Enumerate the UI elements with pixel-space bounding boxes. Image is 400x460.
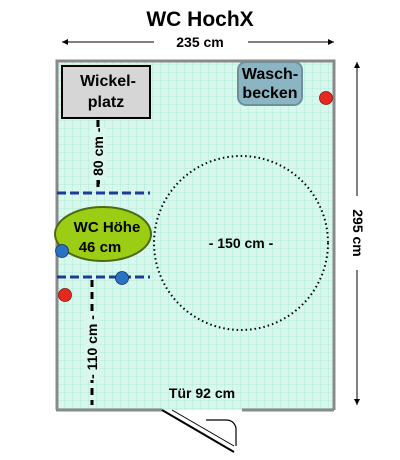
changing-table [61,65,151,119]
toilet-label-line1: WC Höhe [74,219,141,236]
door-leaf-inner [171,409,235,447]
width-label: 235 cm [176,34,223,50]
blue-marker-toilet [55,244,69,258]
washbasin [237,61,303,106]
height-label: 295 cm [350,209,366,256]
lower-clearance-label-bg [84,312,100,380]
washbasin-label-line2: becken [242,85,297,102]
turning-circle-label: - 150 cm - [209,235,274,251]
door-label: Tür 92 cm [169,385,235,401]
toilet [54,206,152,262]
washbasin-label-line1: Wasch- [242,66,298,83]
width-label-bg [154,32,248,50]
toilet-label-line2: 46 cm [79,239,122,256]
changing-table-label-line2: platz [88,94,124,111]
lower-clearance-label: - 110 cm - [84,315,100,379]
red-marker-top [319,91,333,105]
door-leaf [161,409,235,453]
height-label-bg [347,196,367,270]
upper-clearance-label-bg [90,128,106,180]
door [161,409,237,453]
upper-clearance-label: - 80 cm - [90,127,106,184]
turning-circle [153,155,329,331]
page-title: WC HochX [146,8,253,31]
red-marker-bottom [58,288,72,302]
blue-marker-grab-bar [115,271,129,285]
changing-table-label-line1: Wickel- [80,73,136,90]
door-handle [206,419,237,446]
